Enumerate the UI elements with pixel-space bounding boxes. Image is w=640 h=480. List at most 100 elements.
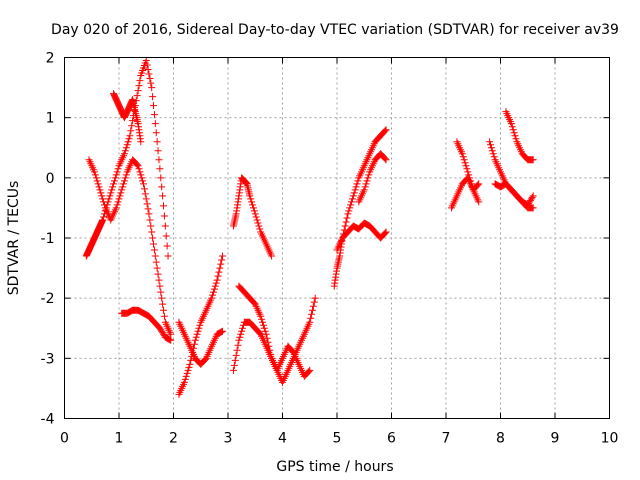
data-point [90, 168, 98, 176]
data-point [353, 180, 361, 188]
data-point [474, 181, 482, 189]
data-point [250, 207, 258, 215]
data-point [143, 200, 151, 208]
series-arc-1d [118, 306, 175, 344]
data-point [344, 210, 352, 218]
data-point [156, 165, 164, 173]
data-point [128, 122, 136, 130]
data-point [234, 341, 242, 349]
data-point [156, 324, 164, 332]
data-point [361, 183, 369, 191]
data-point [157, 326, 165, 334]
series-arc-5c [486, 138, 537, 209]
data-point [91, 171, 99, 179]
data-point [306, 366, 314, 374]
data-point [122, 144, 130, 152]
data-point [216, 264, 224, 272]
data-point [144, 66, 152, 74]
data-point [232, 351, 240, 359]
data-point [381, 229, 389, 237]
data-point [195, 324, 203, 332]
series-arc-5a [447, 174, 483, 212]
data-point [213, 276, 221, 284]
data-point [215, 268, 223, 276]
data-point [236, 333, 244, 341]
data-point [217, 328, 225, 336]
data-point [529, 192, 537, 200]
data-point [210, 285, 218, 293]
data-point [526, 196, 534, 204]
data-point [106, 192, 114, 200]
data-point [100, 201, 108, 209]
data-point [259, 321, 267, 329]
data-point [255, 222, 263, 230]
data-point [309, 302, 317, 310]
series-arc-1b [85, 156, 175, 338]
data-point [155, 156, 163, 164]
data-point [308, 310, 316, 318]
data-point [161, 222, 169, 230]
data-point [507, 120, 515, 128]
data-point [348, 195, 356, 203]
data-point [112, 204, 120, 212]
data-point [258, 315, 266, 323]
data-point [264, 338, 272, 346]
data-point [140, 180, 148, 188]
data-point [146, 75, 154, 83]
data-point [154, 147, 162, 155]
data-point [464, 168, 472, 176]
data-point [461, 159, 469, 167]
data-point [475, 180, 483, 188]
data-point [186, 360, 194, 368]
data-point [218, 328, 226, 336]
data-point [151, 120, 159, 128]
data-point [98, 192, 106, 200]
data-point [181, 375, 189, 383]
data-point [145, 210, 153, 218]
data-point [180, 378, 188, 386]
axis-ticks [64, 57, 610, 419]
data-point [138, 174, 146, 182]
data-point [509, 126, 517, 134]
data-point [158, 327, 166, 335]
data-point [250, 299, 258, 307]
y-tick-label: -3 [41, 351, 55, 367]
data-point [201, 355, 209, 363]
data-point [118, 186, 126, 194]
data-point [156, 282, 164, 290]
data-point [147, 79, 155, 87]
data-point [121, 147, 129, 155]
data-point [254, 219, 262, 227]
series-arc-1c [110, 90, 145, 146]
data-point [235, 336, 243, 344]
data-point [251, 210, 259, 218]
data-point [529, 204, 537, 212]
data-point [96, 186, 104, 194]
data-point [148, 84, 156, 92]
data-point [158, 294, 166, 302]
data-point [462, 162, 470, 170]
x-tick-label: 4 [278, 431, 287, 447]
data-point [105, 195, 113, 203]
data-point [108, 186, 116, 194]
data-point [152, 258, 160, 266]
data-point [214, 272, 222, 280]
data-point [149, 93, 157, 101]
data-point [160, 306, 168, 314]
data-point [94, 180, 102, 188]
data-point [209, 291, 217, 299]
data-point [99, 195, 107, 203]
data-point [263, 334, 271, 342]
data-point [157, 288, 165, 296]
series-arc-2a [175, 252, 227, 398]
data-point [160, 202, 168, 210]
data-point [306, 318, 314, 326]
data-point [211, 282, 219, 290]
data-point [512, 135, 520, 143]
data-point [92, 174, 100, 182]
data-point [140, 185, 148, 193]
data-point [365, 171, 373, 179]
data-point [150, 102, 158, 110]
data-point [466, 174, 474, 182]
